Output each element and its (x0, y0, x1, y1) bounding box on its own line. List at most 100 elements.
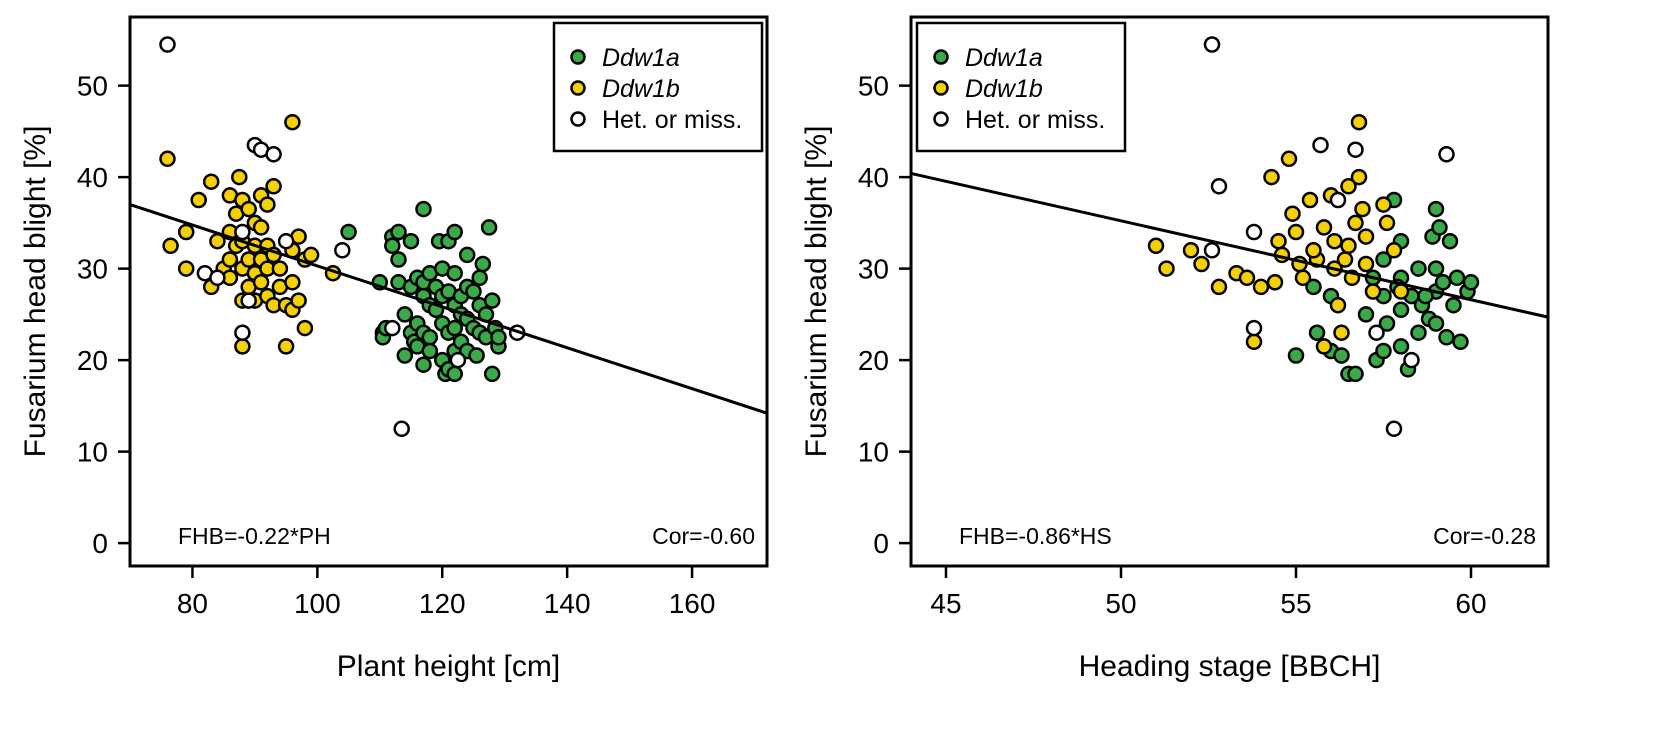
point-ddw1b-4 (190, 191, 207, 209)
point-ddw1b-1 (162, 237, 179, 255)
legend-marker-ddw1a (933, 49, 949, 65)
x-tick-label: 55 (1280, 588, 1311, 619)
y-tick-label: 40 (77, 162, 108, 193)
point-ddw1a-8 (1357, 306, 1375, 323)
point-ddw1b-17 (1301, 191, 1319, 209)
legend-marker-ddw1b (570, 80, 586, 96)
point-ddw1a-27 (1427, 200, 1445, 218)
point-ddw1a-8 (390, 251, 407, 268)
point-het-5 (240, 292, 257, 309)
point-ddw1b-33 (1357, 255, 1375, 273)
point-het-8 (1368, 324, 1385, 341)
point-ddw1a-0 (1287, 347, 1305, 364)
x-axis-title: Plant height [cm] (337, 650, 560, 683)
y-axis-title: Fusarium head blight [%] (19, 126, 52, 458)
x-axis-ticks: 80 100 120 140 160 (177, 566, 716, 619)
correlation-label: Cor=-0.60 (652, 523, 755, 549)
point-ddw1a-5 (1333, 347, 1350, 364)
point-ddw1a-7 (1347, 365, 1364, 383)
point-ddw1a-49 (458, 246, 476, 264)
point-het-7 (1347, 141, 1364, 158)
x-tick-label: 80 (177, 588, 208, 619)
point-ddw1b-26 (1340, 178, 1357, 195)
legend-marker-het (933, 111, 949, 127)
correlation-label: Cor=-0.28 (1433, 523, 1536, 549)
legend-box (552, 21, 764, 153)
point-ddw1a-28 (1427, 260, 1445, 277)
point-ddw1a-23 (1410, 324, 1427, 341)
point-ddw1b-21 (240, 200, 257, 218)
point-ddw1a-10 (396, 306, 414, 323)
y-tick-label: 10 (77, 437, 108, 468)
y-tick-label: 50 (77, 71, 108, 102)
chart-panel-heading-stage: 45 50 55 60 0 10 20 30 40 50 Heading stage [BBCH… (800, 15, 1550, 683)
y-tick-label: 50 (858, 71, 889, 102)
point-ddw1b-32 (1357, 228, 1375, 245)
point-ddw1a-13 (1375, 342, 1392, 360)
point-ddw1b-0 (1147, 237, 1165, 255)
point-ddw1a-7 (390, 223, 407, 241)
point-ddw1a-41 (446, 264, 463, 282)
point-ddw1b-0 (159, 150, 176, 168)
point-ddw1b-9 (1263, 168, 1280, 186)
point-ddw1a-19 (415, 200, 432, 218)
point-ddw1a-59 (474, 255, 492, 273)
point-het-5 (1312, 136, 1329, 154)
point-ddw1b-11 (221, 251, 239, 268)
y-tick-label: 0 (92, 528, 108, 559)
point-ddw1b-24 (1329, 296, 1347, 314)
point-ddw1b-39 (1336, 251, 1354, 268)
y-tick-label: 10 (858, 437, 889, 468)
plot-frame (909, 15, 1550, 568)
legend-label-ddw1a: Ddw1a (965, 44, 1043, 72)
point-ddw1a-35 (1445, 296, 1462, 314)
x-axis-title: Heading stage [BBCH] (1079, 650, 1381, 683)
point-ddw1b-32 (259, 196, 276, 213)
y-axis-title: Fusarium head blight [%] (800, 126, 833, 458)
y-tick-label: 20 (77, 345, 108, 376)
point-ddw1b-5 (202, 173, 220, 190)
point-ddw1b-15 (231, 168, 248, 186)
point-ddw1a-19 (1392, 338, 1410, 355)
regression-line (910, 172, 1549, 319)
y-tick-label: 30 (858, 254, 889, 285)
data-points (1147, 36, 1480, 438)
point-ddw1b-20 (234, 338, 251, 355)
x-tick-label: 60 (1455, 588, 1486, 619)
point-het-12 (393, 420, 410, 438)
point-ddw1b-36 (265, 178, 282, 195)
y-tick-label: 20 (858, 345, 889, 376)
point-het-2 (1203, 242, 1221, 259)
point-ddw1b-39 (271, 260, 289, 277)
point-het-1 (1210, 178, 1228, 195)
point-het-0 (159, 36, 176, 53)
y-axis-ticks: 0 10 20 30 40 50 (77, 71, 130, 559)
point-ddw1a-1 (1305, 278, 1322, 296)
point-ddw1b-40 (1266, 274, 1284, 291)
point-ddw1a-63 (483, 292, 501, 309)
x-tick-label: 160 (669, 588, 716, 619)
x-axis-ticks: 45 50 55 60 (930, 566, 1487, 619)
point-ddw1b-14 (1287, 223, 1305, 241)
point-ddw1a-62 (480, 219, 498, 236)
point-ddw1b-13 (1284, 205, 1301, 222)
point-ddw1b-16 (1294, 269, 1312, 287)
point-ddw1b-27 (1340, 237, 1357, 255)
point-ddw1a-27 (421, 342, 439, 360)
point-ddw1a-22 (1410, 260, 1427, 277)
point-ddw1a-30 (1427, 315, 1445, 332)
point-het-11 (384, 319, 401, 337)
regression-equation: FHB=-0.22*PH (178, 523, 331, 549)
point-ddw1b-3 (1193, 255, 1210, 273)
point-ddw1b-31 (1354, 200, 1371, 218)
point-ddw1a-14 (1378, 315, 1396, 332)
legend-label-het: Het. or miss. (965, 106, 1105, 134)
point-ddw1b-45 (284, 274, 301, 291)
point-ddw1b-41 (277, 338, 295, 355)
point-ddw1a-39 (1462, 274, 1480, 291)
point-ddw1a-32 (1434, 274, 1452, 291)
point-het-3 (1245, 223, 1263, 241)
point-het-10 (334, 242, 351, 259)
point-ddw1a-53 (465, 283, 482, 300)
